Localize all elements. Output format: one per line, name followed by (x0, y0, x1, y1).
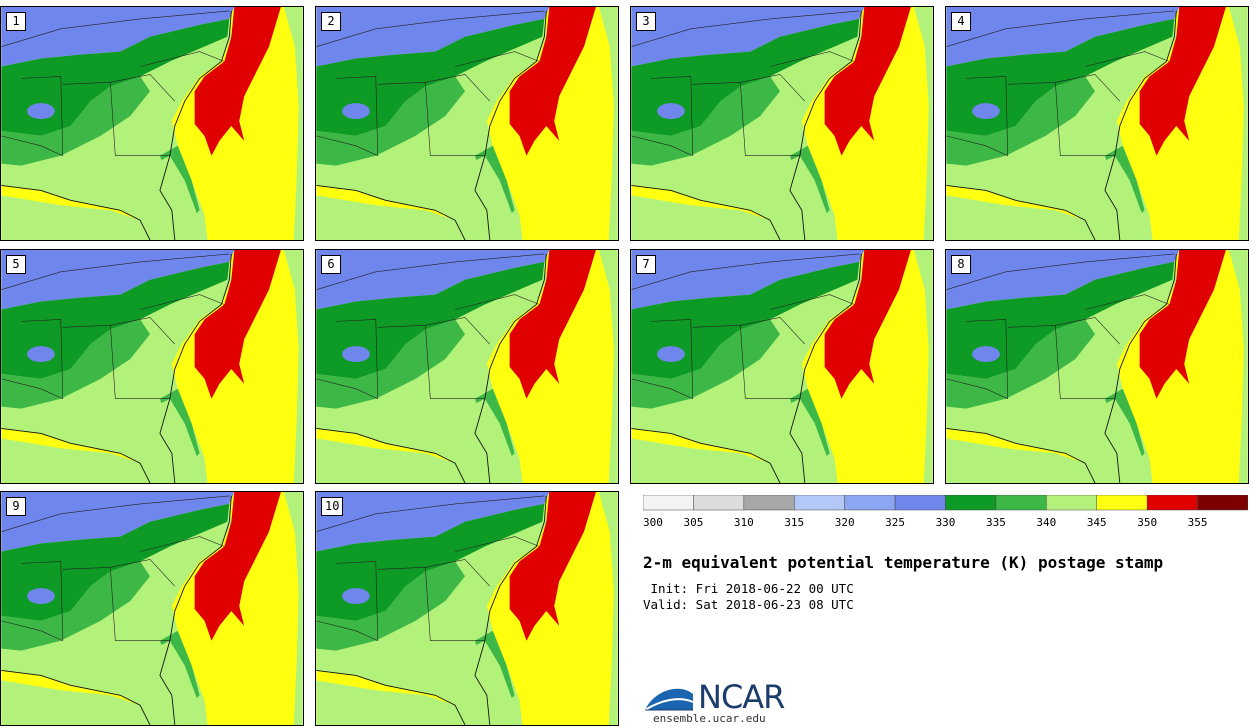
logo-text: NCAR (698, 678, 785, 716)
member-label: 9 (6, 497, 26, 516)
legend-tick-label: 350 (1137, 516, 1157, 529)
legend-tick-label: 315 (784, 516, 804, 529)
member-panel-8: 8 (945, 249, 1249, 484)
legend-swatch (945, 495, 997, 511)
map-9 (1, 492, 303, 725)
legend-swatch (844, 495, 896, 511)
legend-swatch (1096, 495, 1148, 511)
member-panel-7: 7 (630, 249, 934, 484)
map-3 (631, 7, 933, 240)
member-label: 6 (321, 255, 341, 274)
member-panel-9: 9 (0, 491, 304, 726)
legend-tick-label: 300 (643, 516, 663, 529)
plot-title: 2-m equivalent potential temperature (K)… (643, 553, 1164, 572)
legend-swatch (894, 495, 946, 511)
legend-tick-label: 305 (683, 516, 703, 529)
map-2 (316, 7, 618, 240)
legend-tick-label: 340 (1036, 516, 1056, 529)
map-10 (316, 492, 618, 725)
member-panel-5: 5 (0, 249, 304, 484)
legend-swatch (995, 495, 1047, 511)
legend-tick-label: 345 (1087, 516, 1107, 529)
member-label: 8 (951, 255, 971, 274)
legend-swatch (1046, 495, 1098, 511)
member-label: 3 (636, 12, 656, 31)
legend-tick-label: 355 (1188, 516, 1208, 529)
legend-swatch (1146, 495, 1198, 511)
legend-tick-label: 335 (986, 516, 1006, 529)
legend-tick-label: 320 (835, 516, 855, 529)
member-panel-3: 3 (630, 6, 934, 241)
map-6 (316, 250, 618, 483)
member-panel-10: 10 (315, 491, 619, 726)
legend-swatch (794, 495, 845, 511)
legend-tick-label: 310 (734, 516, 754, 529)
legend-swatch (643, 495, 694, 511)
member-panel-6: 6 (315, 249, 619, 484)
legend-swatch (743, 495, 795, 511)
map-4 (946, 7, 1248, 240)
legend-swatch (693, 495, 745, 511)
legend-swatch (1197, 495, 1248, 511)
map-1 (1, 7, 303, 240)
member-label: 5 (6, 255, 26, 274)
legend-tick-label: 330 (936, 516, 956, 529)
member-label: 7 (636, 255, 656, 274)
colorbar-legend: 300 305 310 315 320 325 330 335 340 345 350 355 (643, 495, 1248, 529)
member-panel-1: 1 (0, 6, 304, 241)
logo-url: ensemble.ucar.edu (653, 712, 766, 725)
member-label: 1 (6, 12, 26, 31)
map-5 (1, 250, 303, 483)
valid-time: Valid: Sat 2018-06-23 08 UTC (643, 597, 854, 612)
member-label: 2 (321, 12, 341, 31)
member-label: 10 (321, 497, 344, 516)
member-panel-2: 2 (315, 6, 619, 241)
member-label: 4 (951, 12, 971, 31)
map-8 (946, 250, 1248, 483)
member-panel-4: 4 (945, 6, 1249, 241)
ncar-logo-icon (644, 688, 694, 711)
init-time: Init: Fri 2018-06-22 00 UTC (643, 581, 854, 596)
map-7 (631, 250, 933, 483)
legend-tick-label: 325 (885, 516, 905, 529)
